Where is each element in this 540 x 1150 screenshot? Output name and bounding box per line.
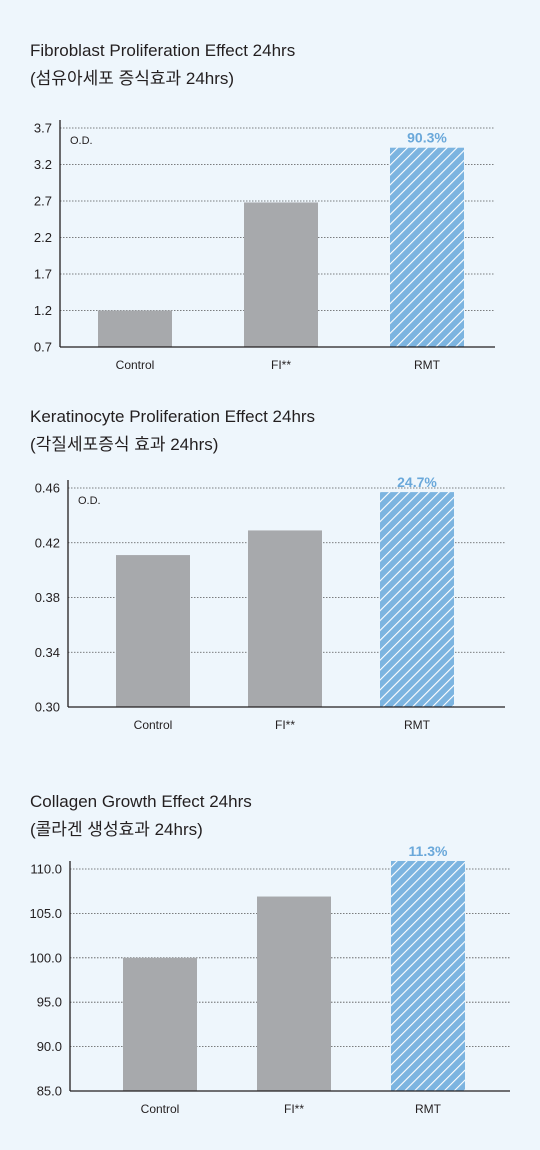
y-tick-label: 90.0 bbox=[37, 1039, 62, 1054]
y-tick-label: 95.0 bbox=[37, 995, 62, 1010]
bar-control bbox=[123, 957, 197, 1091]
y-tick-label: 3.7 bbox=[34, 121, 52, 136]
y-unit-label: O.D. bbox=[70, 135, 93, 147]
increase-percent-label: 11.3% bbox=[409, 843, 448, 859]
y-tick-label: 1.7 bbox=[34, 267, 52, 282]
y-tick-label: 0.30 bbox=[35, 700, 60, 715]
x-category-label: Control bbox=[116, 358, 155, 372]
y-tick-label: 2.2 bbox=[34, 230, 52, 245]
chart-subtitle: (섬유아세포 증식효과 24hrs) bbox=[30, 69, 235, 88]
x-category-label: RMT bbox=[415, 1102, 442, 1116]
y-tick-label: 0.42 bbox=[35, 535, 60, 550]
y-tick-label: 3.2 bbox=[34, 157, 52, 172]
fibroblast-bar-chart: 0.7 1.2 1.7 2.2 2.7 3.2 3.7 Control FI** RMT 90.3%… bbox=[34, 120, 495, 372]
bar-rmt bbox=[391, 861, 465, 1091]
x-category-label: Control bbox=[141, 1102, 180, 1116]
x-category-label: RMT bbox=[404, 718, 431, 732]
bar-fi bbox=[248, 530, 322, 707]
increase-percent-label: 24.7% bbox=[397, 474, 437, 490]
x-category-label: Control bbox=[134, 718, 173, 732]
y-unit-label: O.D. bbox=[78, 495, 101, 507]
chart-title: Fibroblast Proliferation Effect 24hrs bbox=[30, 41, 296, 60]
x-category-label: FI** bbox=[284, 1102, 304, 1116]
y-tick-label: 110.0 bbox=[30, 862, 62, 877]
bar-rmt bbox=[380, 492, 454, 707]
keratinocyte-bar-chart: 0.30 0.34 0.38 0.42 0.46 Control FI** RMT 24.7% O… bbox=[35, 474, 505, 732]
bar-control bbox=[116, 555, 190, 707]
x-category-label: RMT bbox=[414, 358, 441, 372]
y-tick-label: 85.0 bbox=[37, 1084, 62, 1099]
bar-fi bbox=[244, 202, 318, 347]
chart-title: Keratinocyte Proliferation Effect 24hrs bbox=[30, 407, 316, 426]
x-category-label: FI** bbox=[271, 358, 291, 372]
y-tick-label: 0.7 bbox=[34, 340, 52, 355]
y-tick-label: 100.0 bbox=[29, 950, 62, 965]
y-tick-label: 0.38 bbox=[35, 590, 60, 605]
chart-subtitle: (각질세포증식 효과 24hrs) bbox=[30, 435, 219, 454]
bar-fi bbox=[257, 896, 331, 1091]
y-tick-label: 1.2 bbox=[34, 303, 52, 318]
y-tick-label: 0.46 bbox=[35, 481, 60, 496]
collagen-bar-chart: 85.0 90.0 95.0 100.0 105.0 110.0 Control FI** RM… bbox=[29, 843, 510, 1116]
increase-percent-label: 90.3% bbox=[407, 130, 447, 146]
chart-subtitle: (콜라겐 생성효과 24hrs) bbox=[30, 820, 203, 839]
y-tick-label: 2.7 bbox=[34, 194, 52, 209]
bar-control bbox=[98, 310, 172, 347]
bar-rmt bbox=[390, 147, 464, 347]
y-tick-label: 0.34 bbox=[35, 645, 60, 660]
chart-title: Collagen Growth Effect 24hrs bbox=[30, 792, 252, 811]
y-tick-label: 105.0 bbox=[29, 906, 62, 921]
x-category-label: FI** bbox=[275, 718, 295, 732]
